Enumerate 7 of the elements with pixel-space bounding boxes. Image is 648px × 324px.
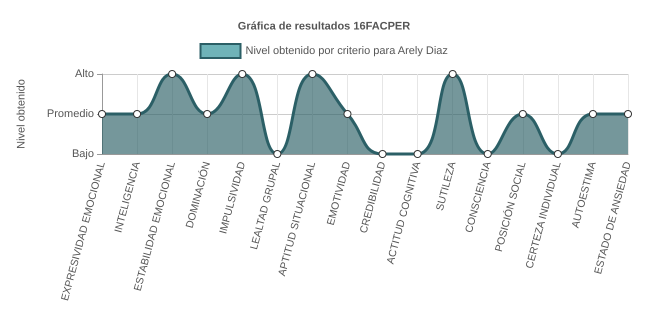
chart-title: Gráfica de resultados 16FACPER	[238, 20, 410, 32]
y-axis-title: Nivel obtenido	[16, 79, 28, 149]
text: Promedio	[46, 108, 94, 120]
legend-label: Nivel obtenido por criterio para Arely Diaz	[246, 45, 448, 57]
x-tick-label: LEALTAD GRUPAL	[248, 160, 284, 251]
text: Bajo	[72, 148, 94, 160]
text: Alto	[75, 68, 94, 80]
